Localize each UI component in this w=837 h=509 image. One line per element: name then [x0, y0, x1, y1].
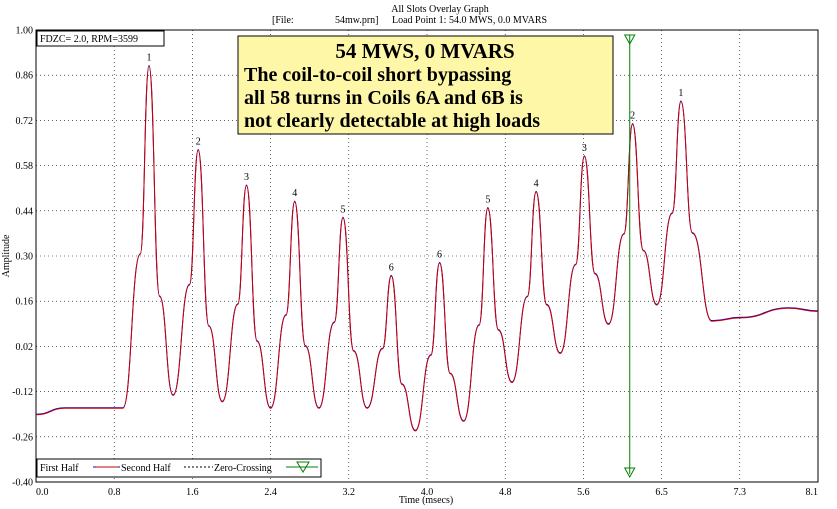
annotation-line-1: 54 MWS, 0 MVARS	[335, 39, 514, 63]
zero-crossing-bottom-triangle-icon[interactable]	[623, 467, 636, 479]
x-tick-label: 3.2	[343, 487, 356, 498]
peak-label: 6	[437, 249, 442, 260]
x-tick-label: 5.6	[577, 487, 590, 498]
chart-title: All Slots Overlay Graph	[391, 4, 489, 15]
peak-label: 3	[582, 143, 587, 154]
x-tick-label: 8.1	[806, 487, 819, 498]
peak-label: 4	[292, 188, 297, 199]
annotation-line-2: The coil-to-coil short bypassing	[244, 64, 511, 86]
x-tick-label: 4.8	[499, 487, 512, 498]
series-second-half	[35, 65, 819, 432]
y-axis-label: Amplitude	[1, 234, 12, 277]
peak-label: 5	[341, 204, 346, 215]
y-tick-label: 1.00	[16, 26, 34, 37]
x-tick-label: 7.3	[734, 487, 747, 498]
peak-label: 2	[630, 111, 635, 122]
zero-crossing-marker[interactable]	[623, 34, 636, 479]
peak-label: 3	[244, 172, 249, 183]
legend-triangle-icon	[296, 461, 310, 473]
x-tick-label: 0.0	[36, 487, 49, 498]
annotation-box	[237, 35, 614, 135]
annotation-line-4: not clearly detectable at high loads	[244, 110, 540, 132]
x-axis: 0.0 0.8 1.6 2.4 3.2 4.0 4.8 5.6 6.5 7.3 8.1	[36, 487, 818, 498]
series-layer	[35, 64, 819, 432]
y-axis: 1.00 0.86 0.72 0.58 0.44 0.30 0.16 0.02 -0.12 -0.…	[12, 26, 33, 489]
y-tick-label: 0.72	[16, 116, 34, 127]
x-tick-label: 0.8	[108, 487, 121, 498]
info-box-text: FDZC= 2.0, RPM=3599	[40, 34, 138, 45]
x-tick-label: 1.6	[186, 487, 199, 498]
x-tick-label: 4.0	[421, 487, 434, 498]
peak-label: 6	[389, 262, 394, 273]
y-tick-label: 0.86	[16, 71, 34, 82]
x-axis-label: Time (msecs)	[399, 495, 453, 506]
legend-zero-crossing-label: Zero-Crossing	[214, 463, 272, 474]
zero-crossing-top-triangle-icon[interactable]	[623, 34, 636, 46]
x-tick-label: 6.5	[655, 487, 668, 498]
legend: First Half Second Half Zero-Crossing	[36, 458, 322, 478]
legend-box	[36, 458, 322, 478]
peak-label: 1	[678, 88, 683, 99]
peak-labels: 1 2 3 4 5 6 6 5 4 3 2 1	[146, 53, 683, 274]
annotation-line-3: all 58 turns in Coils 6A and 6B is	[244, 87, 523, 109]
header-file-name: 54mw.prn]	[335, 15, 379, 26]
grid	[36, 30, 818, 482]
peak-label: 2	[196, 136, 201, 147]
y-tick-label: 0.58	[16, 161, 34, 172]
peak-label: 1	[146, 53, 151, 64]
y-tick-label: 0.44	[16, 206, 34, 217]
peak-label: 5	[485, 195, 490, 206]
y-tick-label: 0.16	[16, 297, 34, 308]
legend-first-half-label: First Half	[40, 463, 79, 474]
header-load-point: Load Point 1: 54.0 MWS, 0.0 MVARS	[392, 15, 547, 26]
y-tick-label: -0.26	[12, 432, 33, 443]
y-tick-label: -0.40	[12, 478, 33, 489]
x-tick-label: 2.4	[264, 487, 277, 498]
legend-second-half-label: Second Half	[121, 463, 171, 474]
info-box	[36, 30, 165, 47]
y-tick-label: 0.30	[16, 252, 34, 263]
peak-label: 4	[534, 178, 539, 189]
header-file-label: [File:	[272, 15, 294, 26]
y-tick-label: -0.12	[12, 387, 33, 398]
y-tick-label: 0.02	[16, 342, 34, 353]
